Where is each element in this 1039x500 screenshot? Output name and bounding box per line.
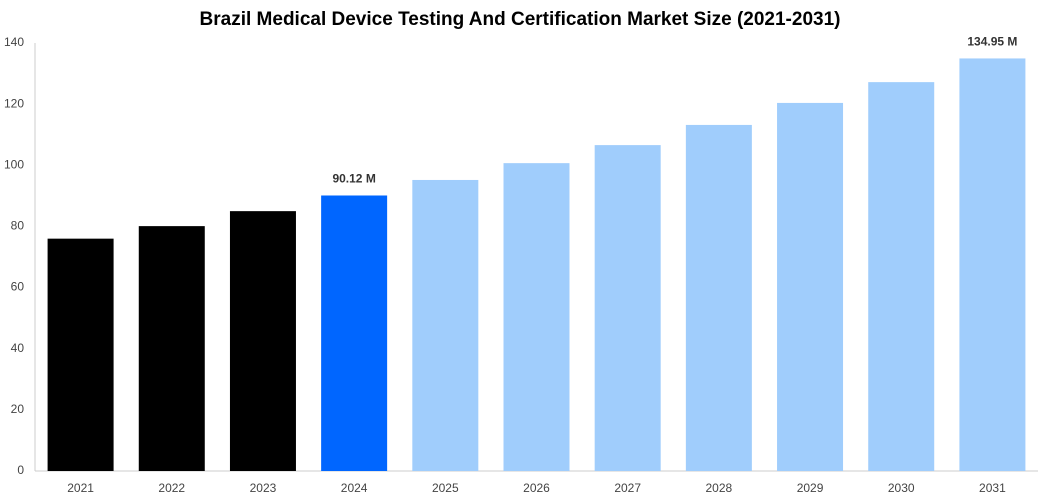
y-tick-label: 120	[4, 96, 24, 110]
value-label: 90.12 M	[332, 172, 375, 186]
y-tick-label: 20	[11, 402, 25, 416]
bar	[412, 179, 479, 471]
bar	[321, 195, 388, 471]
x-tick-label: 2031	[979, 481, 1006, 495]
x-tick-label: 2023	[250, 481, 277, 495]
value-label: 134.95 M	[967, 35, 1017, 49]
bar	[594, 145, 661, 471]
x-tick-label: 2030	[888, 481, 915, 495]
x-tick-label: 2025	[432, 481, 459, 495]
bar	[868, 82, 935, 471]
x-tick-label: 2021	[67, 481, 94, 495]
bar	[47, 238, 114, 471]
y-tick-label: 80	[11, 219, 25, 233]
x-tick-label: 2028	[706, 481, 733, 495]
bar	[229, 211, 296, 471]
x-tick-label: 2027	[614, 481, 641, 495]
chart-title: Brazil Medical Device Testing And Certif…	[200, 9, 841, 30]
bar	[777, 102, 844, 472]
x-tick-label: 2022	[158, 481, 185, 495]
x-tick-label: 2024	[341, 481, 368, 495]
x-tick-label: 2029	[797, 481, 824, 495]
bar	[138, 226, 205, 471]
y-tick-label: 60	[11, 280, 25, 294]
bar	[685, 124, 752, 471]
y-tick-label: 100	[4, 157, 24, 171]
y-tick-label: 40	[11, 341, 25, 355]
bar	[503, 163, 570, 471]
y-tick-label: 140	[4, 35, 24, 49]
x-tick-label: 2026	[523, 481, 550, 495]
y-tick-label: 0	[17, 463, 24, 477]
bar	[959, 58, 1026, 472]
